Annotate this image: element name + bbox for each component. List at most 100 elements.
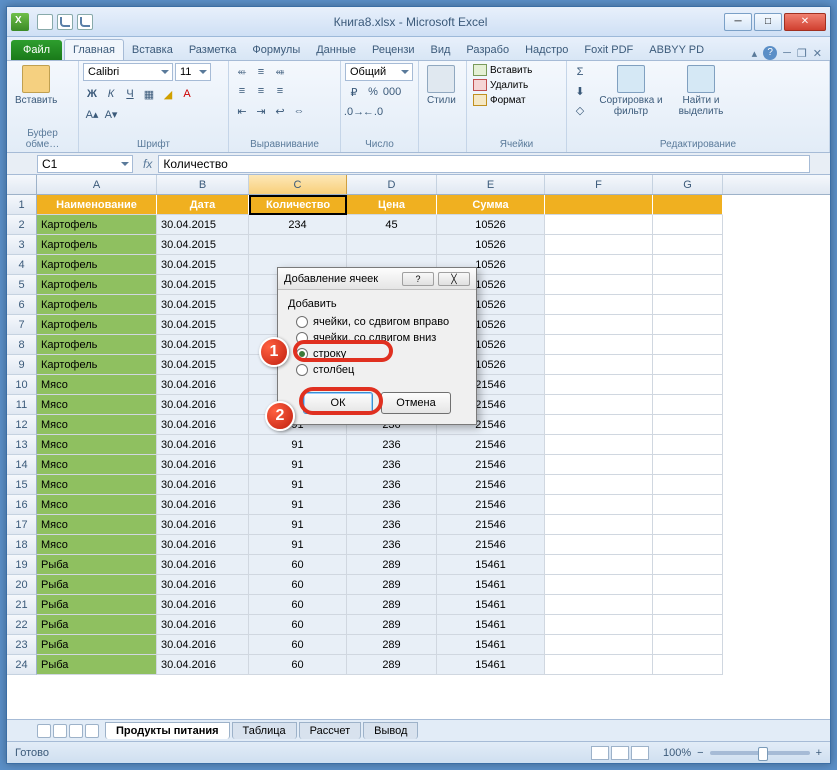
minimize-button[interactable]: ─ — [724, 13, 752, 31]
ribbon-tab[interactable]: Вставка — [124, 40, 181, 60]
cell[interactable]: Мясо — [37, 435, 157, 455]
cell[interactable]: Рыба — [37, 655, 157, 675]
row-header[interactable]: 15 — [7, 475, 37, 495]
tab-nav-last-icon[interactable] — [85, 724, 99, 738]
cell[interactable]: Картофель — [37, 315, 157, 335]
ok-button[interactable]: ОК — [303, 392, 373, 414]
cell[interactable] — [249, 235, 347, 255]
cell[interactable]: 30.04.2016 — [157, 435, 249, 455]
cell[interactable] — [545, 415, 653, 435]
cell[interactable]: 30.04.2016 — [157, 635, 249, 655]
cell[interactable]: Картофель — [37, 355, 157, 375]
column-header[interactable]: C — [249, 175, 347, 194]
cell[interactable] — [653, 215, 723, 235]
bold-button[interactable]: Ж — [83, 85, 101, 103]
sheet-tab-active[interactable]: Продукты питания — [105, 722, 230, 739]
row-header[interactable]: 24 — [7, 655, 37, 675]
align-bot-icon[interactable]: ⬵ — [271, 63, 289, 81]
cell[interactable]: 30.04.2016 — [157, 595, 249, 615]
cell[interactable] — [653, 515, 723, 535]
cell[interactable]: 60 — [249, 615, 347, 635]
zoom-value[interactable]: 100% — [663, 747, 691, 759]
cell[interactable] — [545, 655, 653, 675]
cell[interactable] — [653, 535, 723, 555]
cell[interactable] — [545, 215, 653, 235]
cell[interactable]: 30.04.2016 — [157, 515, 249, 535]
radio-option[interactable]: строку — [288, 346, 466, 362]
delete-cells-button[interactable]: Удалить — [471, 78, 534, 92]
row-header[interactable]: 8 — [7, 335, 37, 355]
cell[interactable]: 91 — [249, 495, 347, 515]
ribbon-tab[interactable]: Foxit PDF — [576, 40, 641, 60]
row-header[interactable]: 6 — [7, 295, 37, 315]
cell[interactable] — [545, 255, 653, 275]
cell[interactable] — [545, 575, 653, 595]
cell[interactable]: 289 — [347, 595, 437, 615]
doc-minimize-icon[interactable]: ─ — [783, 47, 791, 59]
autosum-icon[interactable]: Σ — [571, 63, 589, 81]
row-header[interactable]: 14 — [7, 455, 37, 475]
clear-icon[interactable]: ◇ — [571, 101, 589, 119]
column-header[interactable]: B — [157, 175, 249, 194]
row-header[interactable]: 11 — [7, 395, 37, 415]
cell[interactable]: 21546 — [437, 475, 545, 495]
cell[interactable]: 15461 — [437, 615, 545, 635]
cell[interactable]: 30.04.2016 — [157, 495, 249, 515]
file-tab[interactable]: Файл — [11, 40, 62, 60]
row-header[interactable]: 1 — [7, 195, 37, 215]
format-cells-button[interactable]: Формат — [471, 93, 534, 107]
row-header[interactable]: 5 — [7, 275, 37, 295]
cell[interactable] — [653, 235, 723, 255]
fx-icon[interactable]: fx — [143, 157, 152, 171]
cell[interactable]: 236 — [347, 475, 437, 495]
cell[interactable]: 15461 — [437, 655, 545, 675]
cell[interactable]: 30.04.2015 — [157, 295, 249, 315]
cell[interactable]: 21546 — [437, 535, 545, 555]
cell[interactable] — [545, 375, 653, 395]
cell[interactable]: 289 — [347, 635, 437, 655]
cell[interactable]: 236 — [347, 535, 437, 555]
cell[interactable]: 91 — [249, 455, 347, 475]
cell[interactable]: Картофель — [37, 275, 157, 295]
radio-option[interactable]: ячейки, со сдвигом вправо — [288, 314, 466, 330]
cell[interactable] — [653, 275, 723, 295]
view-normal-icon[interactable] — [591, 746, 609, 760]
cell[interactable]: 236 — [347, 495, 437, 515]
cell[interactable]: 60 — [249, 655, 347, 675]
cell[interactable] — [653, 635, 723, 655]
cell[interactable]: 60 — [249, 595, 347, 615]
row-header[interactable]: 2 — [7, 215, 37, 235]
qat-redo-icon[interactable] — [77, 14, 93, 30]
ribbon-tab[interactable]: Данные — [308, 40, 364, 60]
insert-cells-button[interactable]: Вставить — [471, 63, 534, 77]
radio-option[interactable]: ячейки, со сдвигом вниз — [288, 330, 466, 346]
cell[interactable]: 21546 — [437, 455, 545, 475]
cancel-button[interactable]: Отмена — [381, 392, 451, 414]
cell[interactable]: 91 — [249, 535, 347, 555]
cell[interactable]: 30.04.2016 — [157, 415, 249, 435]
cell[interactable]: 289 — [347, 615, 437, 635]
align-center-icon[interactable]: ≡ — [252, 82, 270, 100]
ribbon-tab[interactable]: Главная — [64, 39, 124, 60]
maximize-button[interactable]: □ — [754, 13, 782, 31]
column-header[interactable]: F — [545, 175, 653, 194]
cell[interactable]: 289 — [347, 555, 437, 575]
cell[interactable] — [653, 495, 723, 515]
cell[interactable] — [545, 295, 653, 315]
fill-icon[interactable]: ⬇ — [571, 82, 589, 100]
cell[interactable]: 15461 — [437, 595, 545, 615]
column-header[interactable]: G — [653, 175, 723, 194]
cell[interactable]: 91 — [249, 515, 347, 535]
row-header[interactable]: 13 — [7, 435, 37, 455]
cell[interactable]: 289 — [347, 655, 437, 675]
tab-nav-next-icon[interactable] — [69, 724, 83, 738]
cell[interactable]: Цена — [347, 195, 437, 215]
ribbon-tab[interactable]: Разметка — [181, 40, 245, 60]
wrap-icon[interactable]: ↩ — [271, 102, 289, 120]
ribbon-tab[interactable]: Надстро — [517, 40, 576, 60]
cell[interactable] — [545, 235, 653, 255]
row-header[interactable]: 23 — [7, 635, 37, 655]
tab-nav-first-icon[interactable] — [37, 724, 51, 738]
cell[interactable] — [653, 355, 723, 375]
cell[interactable]: Рыба — [37, 615, 157, 635]
